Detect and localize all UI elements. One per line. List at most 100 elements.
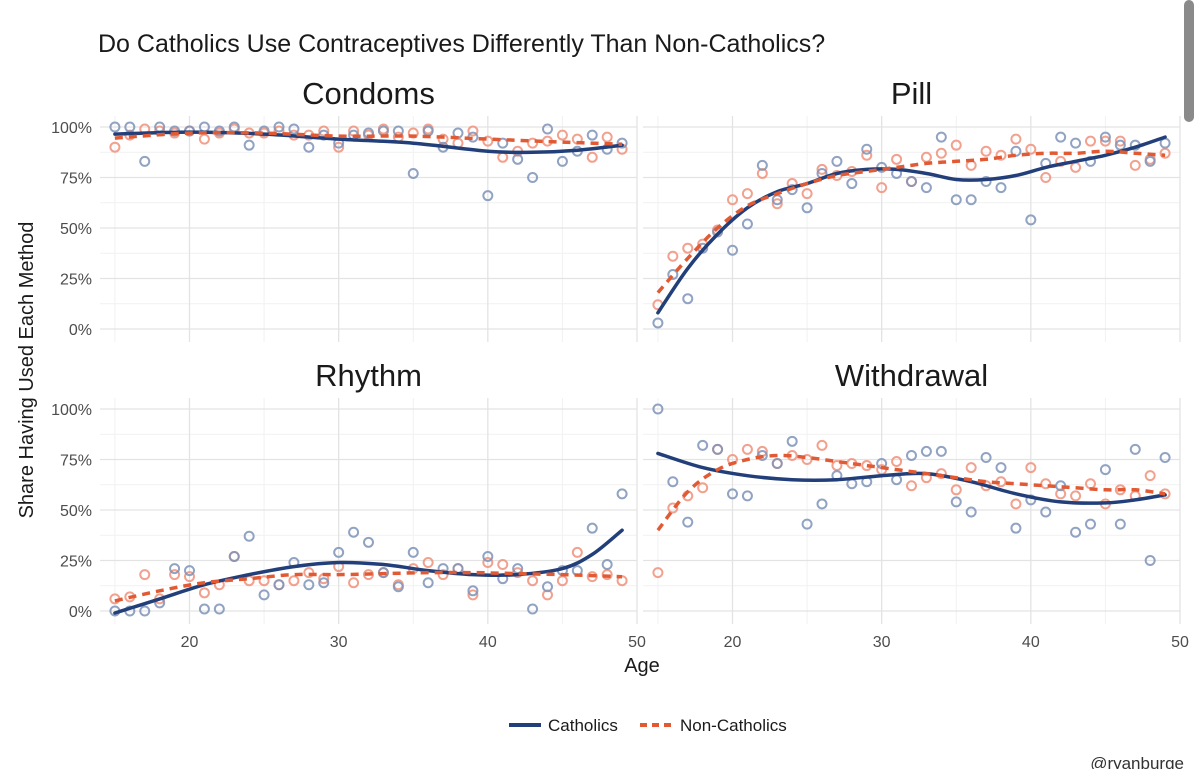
catholic-point [392,125,404,137]
catholic-point [652,317,664,329]
catholic-point [682,293,694,305]
legend-label-catholics: Catholics [548,716,618,735]
catholic-point [935,445,947,457]
noncatholic-point [497,559,509,571]
catholic-point [950,496,962,508]
noncatholic-point [906,480,917,492]
noncatholic-point [467,125,479,137]
noncatholic-point [527,575,539,587]
catholic-point [512,153,524,165]
catholic-point [556,155,568,167]
catholic-point [139,605,151,617]
catholic-fit-line [113,528,624,615]
catholic-point [682,516,694,528]
catholic-point [348,526,360,538]
catholic-point [965,506,977,518]
catholic-point [1099,464,1111,476]
scrollbar[interactable] [1184,0,1194,122]
catholic-point [169,563,181,575]
y-tick-label: 100% [51,120,92,137]
noncatholic-point [1144,470,1156,482]
catholic-point [771,458,783,470]
catholic-point [407,167,419,179]
y-tick-label: 25% [60,272,92,289]
noncatholic-point [1085,135,1096,147]
noncatholic-point [891,456,903,468]
catholic-point [303,141,315,153]
panels: Condoms 0% 25% 50% 75% 100% Pill Rhythm 0% 25% 50%… [51,76,1189,651]
catholic-point [586,522,598,534]
catholic-point [243,139,255,151]
y-tick-label: 75% [60,453,92,470]
noncatholic-point [920,151,932,163]
catholic-point [995,462,1007,474]
noncatholic-point [816,163,828,175]
catholic-point [1114,518,1126,530]
y-tick-label: 0% [69,322,92,339]
panel-condoms: Condoms 0% 25% 50% 75% 100% [51,76,638,342]
y-tick-label: 50% [60,221,92,238]
catholic-point [667,476,679,488]
catholic-point [906,176,917,188]
noncatholic-point [258,575,270,587]
panel-pill: Pill [643,76,1181,342]
noncatholic-point [422,557,434,569]
noncatholic-point [482,135,494,147]
noncatholic-point [527,137,539,149]
noncatholic-point [556,129,568,141]
x-tick-label: 40 [479,634,497,651]
catholic-point [1010,522,1022,534]
noncatholic-point [816,439,828,451]
noncatholic-point [437,569,449,581]
catholic-point [422,577,434,589]
catholic-fit-line [656,135,1167,315]
catholic-point [184,565,195,577]
noncatholic-point [682,242,694,254]
x-tick-label: 30 [873,634,891,651]
legend: Catholics Non-Catholics [509,716,787,735]
catholic-point [801,202,813,214]
catholic-point [482,190,494,202]
noncatholic-point [586,151,598,163]
catholic-point [303,579,315,591]
catholic-point [407,546,419,558]
noncatholic-point [184,571,195,583]
catholic-point [616,137,628,149]
catholic-point [801,518,813,530]
noncatholic-point [1129,159,1141,171]
catholic-point [527,172,539,183]
noncatholic-point [741,188,753,200]
catholic-point [980,451,992,463]
noncatholic-point [139,569,151,581]
catholic-point [741,218,753,230]
noncatholic-fit-line [114,570,623,603]
catholic-point [712,443,724,455]
catholic-point [124,121,136,133]
y-tick-label: 100% [51,402,92,419]
catholic-point [243,530,255,542]
noncatholic-point [198,587,210,599]
noncatholic-point [741,443,753,455]
catholic-point [1144,155,1156,167]
noncatholic-point [652,567,664,579]
x-axis-title: Age [624,655,660,677]
noncatholic-point [876,182,888,194]
noncatholic-point [1010,133,1022,145]
catholic-point [1144,555,1156,566]
catholic-point [831,155,843,167]
catholic-point [906,449,917,461]
x-tick-label: 50 [1171,634,1189,651]
catholic-point [542,123,553,135]
legend-label-noncatholics: Non-Catholics [680,716,787,735]
catholic-point [756,449,768,461]
catholic-point [527,603,539,615]
noncatholic-point [980,145,992,157]
noncatholic-point [198,133,210,145]
noncatholic-point [363,569,374,581]
x-tick-label: 20 [181,634,199,651]
catholic-point [273,121,285,133]
noncatholic-point [1040,172,1052,183]
noncatholic-point [497,151,509,163]
noncatholic-point [601,569,613,581]
noncatholic-point [333,141,345,153]
